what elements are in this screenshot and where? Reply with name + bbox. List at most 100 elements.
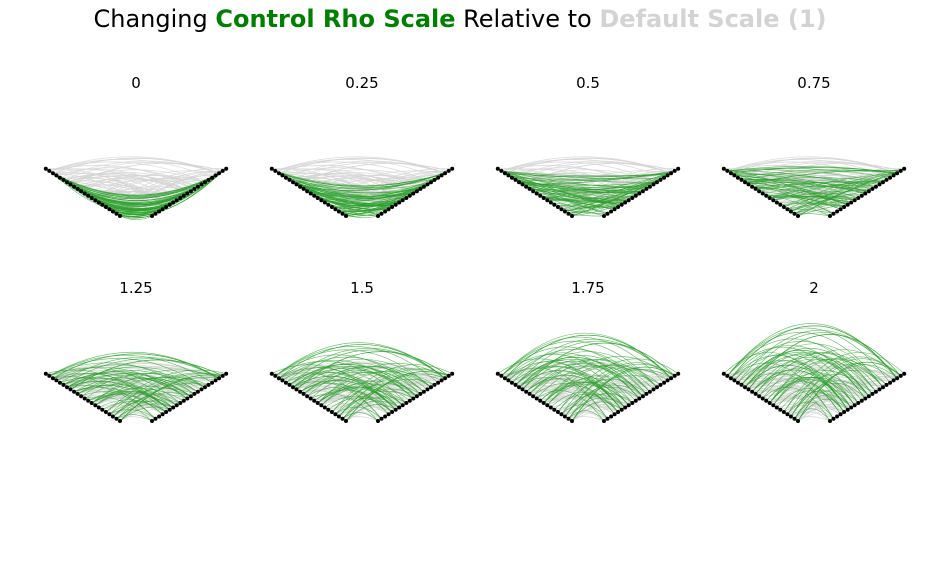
default-edge: [557, 168, 679, 208]
control-edge: [95, 391, 181, 406]
control-edge: [543, 383, 626, 408]
control-edge: [84, 378, 199, 399]
axis-node: [619, 407, 624, 412]
axis-node: [570, 419, 574, 423]
axis-node: [75, 186, 80, 191]
axis-node: [185, 191, 190, 196]
axis-node: [739, 177, 744, 182]
control-edge: [338, 369, 449, 417]
control-edge: [511, 338, 672, 383]
axis-node: [566, 211, 571, 216]
control-edge: [91, 393, 174, 408]
control-edge: [554, 394, 619, 413]
axis-node: [792, 416, 797, 421]
axis-node: [764, 398, 769, 403]
axis-node: [301, 391, 306, 396]
control-edge: [744, 347, 877, 392]
default-edge: [331, 187, 421, 208]
control-edge: [744, 343, 884, 388]
control-edge: [762, 386, 831, 422]
axis-node: [446, 168, 451, 173]
axis-node: [513, 382, 518, 387]
axis-node: [89, 401, 94, 405]
panel-title: 0.75: [797, 74, 830, 92]
panel-title: 1.25: [119, 279, 152, 297]
axis-node: [322, 200, 327, 205]
control-edge: [529, 373, 629, 406]
control-edge: [52, 353, 220, 379]
axis-node: [548, 200, 553, 205]
control-edge: [727, 169, 884, 183]
default-edge: [52, 157, 220, 174]
control-edge: [303, 366, 428, 395]
default-edge: [787, 411, 834, 420]
control-edge: [536, 193, 605, 217]
axis-node: [319, 403, 324, 408]
axis-node: [835, 414, 840, 419]
default-edge: [525, 382, 644, 397]
axis-node: [633, 193, 638, 198]
control-edge: [49, 358, 206, 388]
axis-node: [407, 193, 412, 198]
axis-node: [517, 180, 521, 185]
axis-node: [672, 168, 677, 173]
axis-node: [541, 196, 546, 200]
title-highlight-control: Control Rho Scale: [215, 5, 456, 33]
axis-node: [545, 403, 550, 408]
control-edge: [787, 208, 834, 214]
control-edge: [522, 170, 675, 185]
axis-node: [199, 387, 204, 392]
axis-node: [739, 382, 744, 387]
axis-node: [192, 186, 197, 191]
axis-node: [79, 189, 84, 194]
default-edge: [285, 160, 446, 179]
panel-7: 2: [721, 279, 907, 423]
axis-node: [651, 182, 656, 187]
control-edge: [769, 372, 863, 404]
default-edge: [568, 416, 605, 422]
control-edge: [49, 170, 220, 196]
axis-node: [781, 410, 786, 414]
control-edge: [91, 388, 184, 404]
axis-node: [322, 405, 327, 410]
default-edge: [769, 397, 852, 408]
axis-node: [195, 389, 200, 394]
control-edge: [780, 390, 845, 413]
control-edge: [317, 382, 410, 404]
default-edge: [571, 408, 622, 422]
axis-node: [315, 401, 320, 405]
axis-node: [877, 387, 882, 392]
axis-node: [870, 391, 875, 396]
axis-node: [203, 180, 207, 185]
axis-node: [96, 405, 101, 410]
axis-node: [647, 184, 652, 189]
control-edge: [769, 172, 898, 199]
axis-node: [605, 211, 610, 216]
control-edge: [518, 370, 622, 410]
control-edge: [755, 359, 870, 397]
control-edge: [278, 172, 396, 206]
axis-node: [283, 175, 288, 180]
control-edge: [547, 197, 633, 202]
axis-node: [404, 196, 409, 200]
control-edge: [564, 386, 640, 417]
axis-node: [771, 198, 776, 203]
default-edge: [292, 169, 432, 183]
axis-node: [86, 193, 91, 198]
control-edge: [317, 363, 446, 404]
axis-node: [400, 403, 405, 408]
axis-node: [651, 387, 656, 392]
control-edge: [335, 170, 449, 210]
default-edge: [515, 382, 626, 408]
control-edge: [518, 361, 640, 399]
axis-node: [446, 373, 451, 378]
control-edge: [783, 168, 905, 208]
axis-node: [280, 378, 285, 383]
control-edge: [554, 204, 619, 208]
axis-node: [220, 373, 225, 378]
axis-node: [326, 202, 331, 207]
control-edge: [518, 181, 650, 189]
default-edge: [783, 187, 873, 208]
axis-node: [79, 394, 84, 399]
control-edge: [737, 169, 898, 178]
